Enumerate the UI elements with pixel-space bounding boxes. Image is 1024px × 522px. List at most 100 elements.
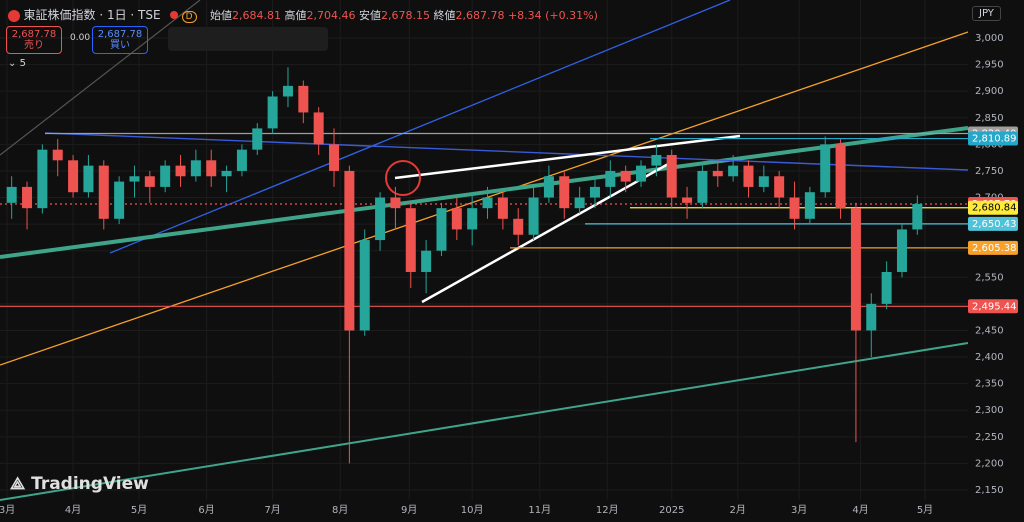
candle-body — [636, 165, 647, 182]
candle-body — [436, 208, 447, 251]
trendlines — [0, 0, 969, 501]
candle-body — [620, 170, 631, 182]
sell-button[interactable]: 2,687.78 売り — [6, 26, 62, 54]
candle-body — [298, 85, 309, 113]
candle-body — [83, 165, 94, 193]
indicator-count: 5 — [19, 58, 26, 69]
change: +8.34 (+0.31%) — [507, 9, 598, 22]
buy-button[interactable]: 2,687.78 買い — [92, 26, 148, 54]
ohlc-value: 2,678.15 — [380, 9, 430, 22]
candle-body — [589, 186, 600, 198]
x-tick-label: 3月 — [791, 504, 807, 516]
y-tick-label: 2,550 — [975, 272, 1004, 283]
candle-body — [421, 250, 432, 272]
sell-label: 売り — [24, 40, 44, 51]
trendline — [394, 134, 741, 180]
symbol-icon — [8, 10, 20, 22]
candle-body — [22, 186, 33, 209]
candle-body — [789, 197, 800, 219]
y-tick-label: 2,950 — [975, 60, 1004, 71]
candle-body — [206, 160, 217, 177]
x-tick-label: 3月 — [0, 504, 15, 516]
trendline — [44, 132, 969, 171]
buy-label: 買い — [110, 40, 130, 51]
brand: ⟁ TradingView — [10, 474, 149, 494]
symbol[interactable]: 東証株価指数 · 1日 · TSE — [23, 8, 161, 22]
candle-body — [881, 271, 892, 304]
y-tick-label: 2,150 — [975, 485, 1004, 496]
candle-body — [850, 208, 861, 331]
candle-body — [68, 160, 79, 193]
y-tick-label: 2,850 — [975, 113, 1004, 124]
y-tick-label: 2,400 — [975, 352, 1004, 363]
candle-body — [375, 197, 386, 241]
x-tick-label: 2025 — [659, 505, 684, 516]
x-tick-label: 11月 — [528, 504, 551, 516]
candle-body — [190, 160, 201, 177]
y-tick-label: 2,300 — [975, 405, 1004, 416]
candle-body — [543, 176, 554, 198]
candle-body — [114, 181, 125, 219]
price-label: 2,495.44 — [972, 301, 1017, 312]
price-label: 2,650.43 — [972, 219, 1017, 230]
price-label-bg — [968, 240, 1018, 255]
candle-body — [175, 165, 186, 177]
candle-body — [37, 149, 48, 209]
y-tick-label: 2,350 — [975, 379, 1004, 390]
x-tick-label: 4月 — [852, 504, 868, 516]
price-label: 2,680.84 — [972, 203, 1017, 214]
candle-body — [451, 208, 462, 230]
candle-body — [313, 112, 324, 145]
x-tick-label: 10月 — [461, 504, 484, 516]
candle-body — [758, 176, 769, 187]
x-tick-label: 7月 — [264, 504, 280, 516]
candle-body — [98, 165, 109, 219]
price-label-bg — [968, 299, 1018, 314]
candle-body — [896, 229, 907, 272]
price-label-bg — [968, 200, 1018, 215]
brand-name: TradingView — [31, 474, 149, 494]
candle-body — [728, 165, 739, 177]
trendline — [109, 0, 731, 254]
ohlc-label: 高値 — [284, 9, 307, 22]
status-dot — [170, 11, 179, 19]
candle-body — [6, 186, 17, 203]
trendline — [421, 161, 671, 304]
candle-body — [467, 208, 478, 230]
candle-body — [359, 240, 370, 331]
candle-body — [482, 197, 493, 209]
ohlc-value: 2,684.81 — [232, 9, 281, 22]
candle-body — [390, 197, 401, 209]
candle-body — [559, 176, 570, 209]
y-tick-label: 2,250 — [975, 432, 1004, 443]
candle-body — [820, 144, 831, 193]
x-tick-label: 6月 — [198, 504, 214, 516]
candle-body — [282, 85, 293, 97]
candle-body — [528, 197, 539, 235]
candle-body — [866, 303, 877, 331]
x-tick-label: 5月 — [917, 504, 933, 516]
ohlc-value: 2,687.78 — [455, 9, 505, 22]
price-label: 2,810.89 — [972, 134, 1017, 145]
ohlc-label: 安値 — [358, 9, 381, 22]
x-tick-label: 12月 — [596, 504, 619, 516]
candle-body — [651, 154, 662, 166]
price-label: 2,605.38 — [972, 243, 1017, 254]
indicators-toggle[interactable]: ⌄ 5 — [8, 58, 26, 69]
x-tick-label: 9月 — [401, 504, 417, 516]
candle-body — [497, 197, 508, 219]
candle-body — [804, 192, 815, 219]
y-tick-label: 2,450 — [975, 325, 1004, 336]
candle-body — [267, 96, 278, 129]
sell-price: 2,687.78 — [11, 29, 57, 40]
candle-body — [912, 203, 923, 230]
currency[interactable]: JPY — [972, 6, 1001, 21]
x-tick-label: 4月 — [65, 504, 81, 516]
drawing-toolbar[interactable] — [168, 27, 328, 51]
symbol-row: 東証株価指数 · 1日 · TSE D 始値2,684.81 高値2,704.4… — [8, 6, 598, 23]
trendline — [0, 0, 201, 156]
candle-body — [236, 149, 247, 171]
price-label-bg — [968, 216, 1018, 231]
